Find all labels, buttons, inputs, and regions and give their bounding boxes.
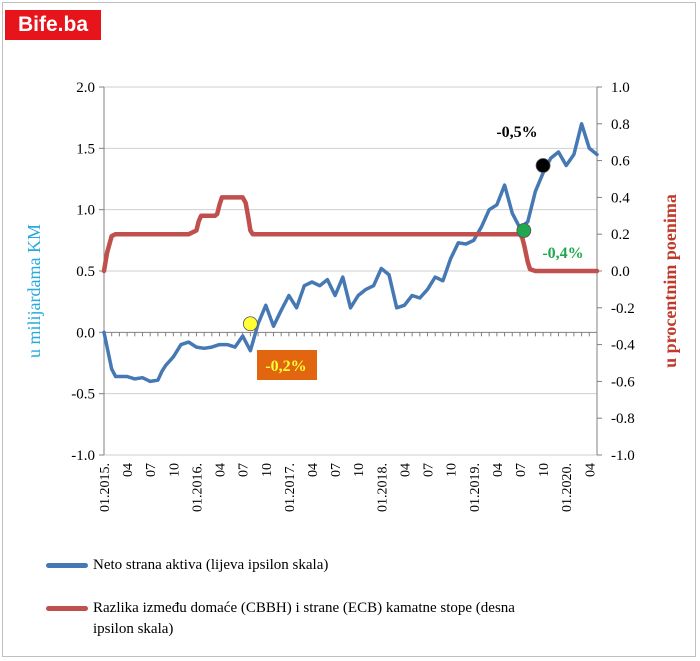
right-tick-label: 0.4 [611, 190, 630, 206]
legend-swatch-red [46, 606, 88, 611]
right-tick-label: 0.6 [611, 154, 630, 170]
annotation-dot [516, 223, 532, 238]
left-tick-label: 0.0 [76, 325, 95, 341]
bife-logo[interactable]: Bife.ba [5, 10, 101, 40]
x-tick-label: 10 [537, 463, 552, 477]
x-tick-label: 07 [514, 463, 529, 477]
left-axis-title: u milijardama KM [24, 224, 44, 358]
x-tick-label: 01.2020. [560, 463, 575, 512]
right-tick-label: -0.4 [611, 338, 635, 354]
x-tick-label: 01.2015. [98, 463, 113, 512]
x-tick-label: 07 [237, 463, 252, 477]
x-tick-label: 10 [445, 463, 460, 477]
x-tick-label: 01.2016. [190, 463, 205, 512]
x-tick-label: 04 [214, 463, 229, 477]
x-tick-label: 04 [121, 463, 136, 477]
right-tick-label: 1.0 [611, 80, 630, 96]
annotation-label: -0,5% [496, 124, 537, 141]
left-tick-label: 1.0 [76, 203, 95, 219]
series-line-neto-strana-aktiva [102, 122, 599, 384]
right-tick-label: -0.6 [611, 374, 635, 390]
left-tick-label: 2.0 [76, 80, 95, 96]
x-tick-label: 04 [491, 463, 506, 477]
left-tick-label: -1.0 [71, 448, 95, 464]
series-line-razlika-kamatne-stope [101, 195, 600, 274]
x-tick-label: 04 [306, 463, 321, 477]
right-tick-label: -0.8 [611, 411, 635, 427]
x-tick-label: 10 [260, 463, 275, 477]
annotation-dot [535, 158, 551, 173]
right-axis-title: u procentnim poenima [660, 194, 680, 368]
x-tick-label: 01.2017. [283, 463, 298, 512]
x-tick-label: 04 [398, 463, 413, 477]
annotation-label: -0,2% [265, 358, 306, 375]
x-tick-label: 10 [352, 463, 367, 477]
right-tick-label: -1.0 [611, 448, 635, 464]
left-tick-label: -0.5 [71, 387, 95, 403]
legend-label-cont: ipsilon skala) [93, 621, 174, 637]
x-tick-label: 07 [329, 463, 344, 477]
annotation-label: -0,4% [542, 245, 583, 262]
x-tick-label: 04 [583, 463, 598, 477]
legend-label: Neto strana aktiva (lijeva ipsilon skala… [93, 557, 329, 573]
right-tick-label: 0.2 [611, 227, 630, 243]
annotation-box [257, 350, 317, 380]
left-tick-label: 1.5 [76, 141, 95, 157]
x-tick-label: 10 [167, 463, 182, 477]
annotation-dot [242, 316, 258, 332]
right-tick-label: 0.0 [611, 264, 630, 280]
x-tick-label: 01.2019. [468, 463, 483, 512]
right-tick-label: -0.2 [611, 301, 635, 317]
legend-swatch-blue [46, 563, 88, 568]
x-tick-label: 07 [422, 463, 437, 477]
legend-label: Razlika između domaće (CBBH) i strane (E… [93, 600, 515, 616]
x-tick-label: 07 [144, 463, 159, 477]
right-tick-label: 0.8 [611, 117, 630, 133]
x-tick-label: 01.2018. [375, 463, 390, 512]
left-tick-label: 0.5 [76, 264, 95, 280]
